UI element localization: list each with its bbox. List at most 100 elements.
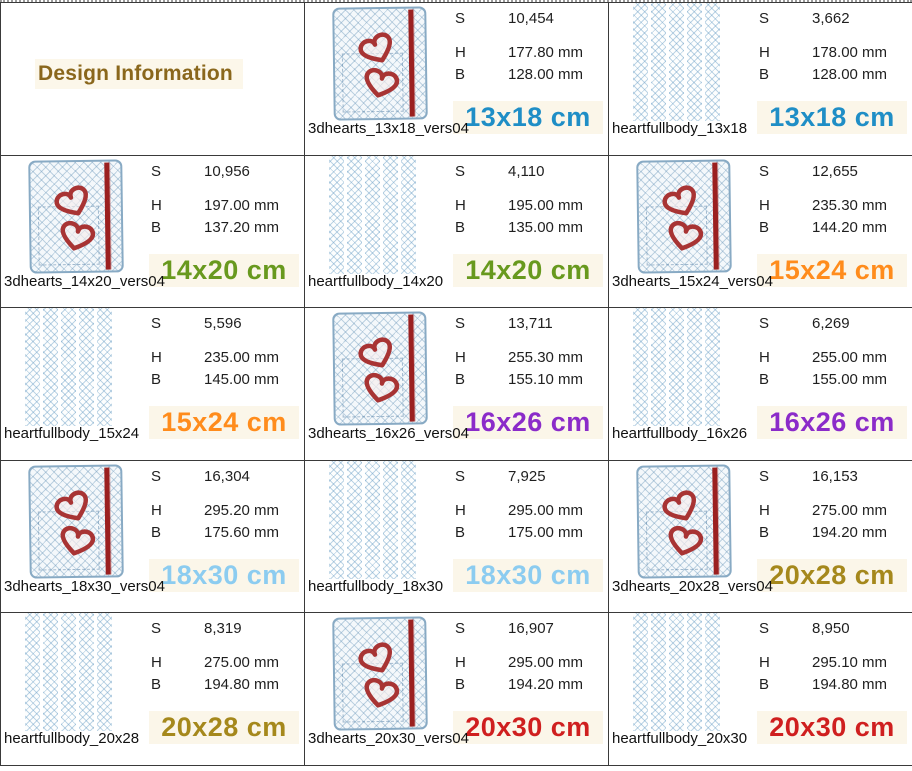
width-value: 175.00 mm	[508, 523, 584, 541]
height-row: H 177.80 mm	[455, 44, 602, 61]
size-label: 13x18 cm	[453, 101, 603, 134]
width-row: B 128.00 mm	[759, 66, 906, 83]
stitch-count-value: 12,655	[812, 162, 858, 180]
width-row: B 175.00 mm	[455, 524, 602, 541]
stitch-count-value: 6,269	[812, 315, 850, 333]
height-row: H 255.30 mm	[455, 349, 602, 366]
stitch-count-label: S	[151, 467, 162, 485]
stitch-count-label: S	[455, 10, 466, 27]
width-value: 155.10 mm	[508, 371, 584, 389]
stitch-count-value: 7,925	[508, 467, 546, 485]
width-value: 175.60 mm	[204, 523, 280, 541]
stitch-count-label: S	[151, 315, 162, 333]
size-label: 20x30 cm	[453, 711, 603, 745]
design-thumbnail	[633, 613, 720, 732]
stitch-count-row: S 3,662	[759, 10, 906, 27]
design-cell: S 12,655 H 235.30 mm B 144.20 mm 15x24 cm 3…	[609, 155, 912, 309]
stitch-count-value: 16,907	[508, 620, 554, 638]
design-thumbnail	[329, 460, 416, 579]
height-label: H	[759, 196, 770, 214]
width-row: B 144.20 mm	[759, 219, 906, 236]
width-value: 144.20 mm	[812, 218, 888, 236]
stitch-count-value: 4,110	[508, 162, 545, 180]
design-name: heartfullbody_15x24	[4, 425, 140, 443]
stitch-count-row: S 8,950	[759, 620, 906, 637]
width-value: 194.20 mm	[508, 676, 584, 694]
width-row: B 194.80 mm	[759, 676, 906, 693]
stitch-count-row: S 12,655	[759, 163, 906, 180]
width-value: 135.00 mm	[508, 218, 584, 236]
width-label: B	[759, 66, 770, 83]
height-label: H	[151, 654, 162, 672]
width-row: B 155.10 mm	[455, 371, 602, 388]
height-value: 197.00 mm	[204, 196, 280, 214]
design-thumbnail	[28, 158, 124, 274]
design-name: 3dhearts_16x26_vers04	[308, 425, 469, 443]
hearts-icon	[351, 336, 410, 419]
size-label: 14x20 cm	[149, 253, 299, 287]
design-name: heartfullbody_14x20	[308, 272, 444, 290]
design-cell: S 16,153 H 275.00 mm B 194.20 mm 20x28 cm 3…	[609, 460, 912, 614]
design-name: heartfullbody_20x28	[4, 730, 140, 748]
width-value: 194.80 mm	[204, 676, 280, 694]
design-cell: S 7,925 H 295.00 mm B 175.00 mm 18x30 cm he…	[305, 460, 609, 614]
width-label: B	[455, 676, 466, 694]
design-name: heartfullbody_16x26	[612, 425, 748, 443]
width-value: 145.00 mm	[204, 371, 280, 389]
size-label: 20x30 cm	[757, 711, 907, 745]
height-label: H	[151, 501, 162, 519]
stitch-count-value: 13,711	[508, 315, 553, 333]
height-value: 235.30 mm	[812, 196, 888, 214]
stitch-count-row: S 8,319	[151, 620, 298, 637]
height-value: 295.00 mm	[508, 654, 584, 672]
stitch-count-row: S 7,925	[455, 468, 602, 485]
hearts-icon	[351, 641, 410, 724]
width-label: B	[151, 371, 162, 389]
height-row: H 235.30 mm	[759, 197, 906, 214]
size-label: 16x26 cm	[757, 406, 907, 440]
design-thumbnail	[633, 3, 720, 121]
height-value: 275.00 mm	[204, 654, 280, 672]
stitch-count-value: 16,304	[204, 467, 250, 485]
height-row: H 275.00 mm	[759, 502, 906, 519]
stitch-count-row: S 16,907	[455, 620, 602, 637]
stitch-count-row: S 6,269	[759, 315, 906, 332]
stitch-count-row: S 16,304	[151, 468, 298, 485]
size-label: 13x18 cm	[757, 101, 907, 134]
design-cell: S 4,110 H 195.00 mm B 135.00 mm 14x20 cm he…	[305, 155, 609, 309]
stitch-count-value: 16,153	[812, 467, 858, 485]
page-title: Design Information	[35, 59, 243, 89]
width-value: 128.00 mm	[508, 66, 584, 83]
width-row: B 194.20 mm	[759, 524, 906, 541]
design-thumbnail	[332, 616, 428, 732]
title-cell: Design Information	[1, 3, 305, 156]
design-cell: S 5,596 H 235.00 mm B 145.00 mm 15x24 cm he…	[1, 308, 305, 461]
design-thumbnail	[28, 464, 124, 579]
width-value: 128.00 mm	[812, 66, 888, 83]
design-thumbnail	[332, 311, 428, 426]
design-thumbnail	[636, 158, 732, 274]
stitch-count-value: 5,596	[204, 315, 242, 333]
hearts-icon	[47, 183, 106, 266]
stitch-count-value: 3,662	[812, 10, 850, 27]
stitch-count-label: S	[759, 162, 770, 180]
width-row: B 194.80 mm	[151, 676, 298, 693]
width-row: B 175.60 mm	[151, 524, 298, 541]
size-label: 18x30 cm	[453, 558, 603, 592]
height-label: H	[151, 349, 162, 367]
width-label: B	[455, 371, 466, 389]
hearts-icon	[655, 183, 714, 266]
width-row: B 128.00 mm	[455, 66, 602, 83]
height-value: 178.00 mm	[812, 44, 888, 61]
width-label: B	[759, 523, 770, 541]
width-value: 155.00 mm	[812, 371, 888, 389]
stitch-count-label: S	[759, 315, 770, 333]
height-value: 255.30 mm	[508, 349, 584, 367]
height-label: H	[151, 196, 162, 214]
size-label: 20x28 cm	[149, 711, 299, 745]
height-row: H 178.00 mm	[759, 44, 906, 61]
design-name: 3dhearts_18x30_vers04	[4, 577, 165, 595]
design-cell: S 10,956 H 197.00 mm B 137.20 mm 14x20 cm 3…	[1, 155, 305, 309]
